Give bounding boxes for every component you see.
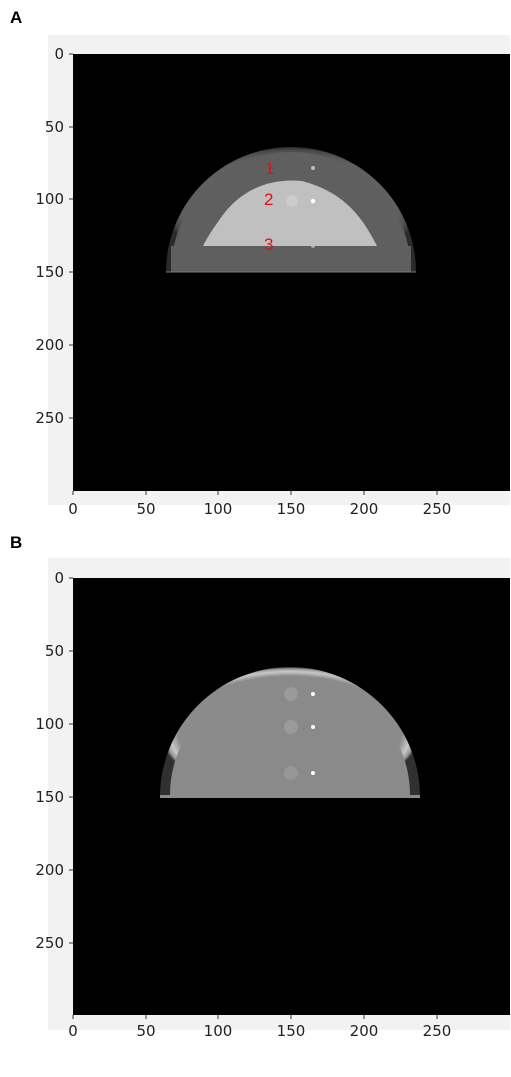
figure-panel-a: 1 2 3 0 50 100 150 200 250 0 50 100: [0, 27, 511, 552]
x-tick: 200: [350, 1022, 379, 1040]
insert-3: [284, 766, 298, 780]
x-tick: 50: [136, 500, 155, 518]
dot-2-halo: [286, 195, 298, 207]
y-tick: 150: [35, 263, 64, 281]
x-tick: 250: [423, 500, 452, 518]
panel-label-b: B: [10, 533, 23, 552]
x-tick: 250: [423, 1022, 452, 1040]
panel-label-a: A: [10, 8, 23, 27]
y-tick: 250: [35, 934, 64, 952]
x-tick: 100: [204, 500, 233, 518]
x-tick: 0: [68, 500, 78, 518]
y-tick: 250: [35, 409, 64, 427]
insert-2: [284, 720, 298, 734]
y-tick: 200: [35, 861, 64, 879]
y-axis-b: [69, 577, 73, 944]
x-tick: 0: [68, 1022, 78, 1040]
dot-2: [310, 198, 316, 204]
x-axis-b: [72, 1015, 438, 1019]
y-tick: 150: [35, 788, 64, 806]
y-tick: 100: [35, 715, 64, 733]
x-tick: 100: [204, 1022, 233, 1040]
y-tick: 50: [45, 118, 64, 136]
dot-3: [311, 244, 315, 248]
inner-insert: [203, 180, 377, 246]
y-tick: 100: [35, 190, 64, 208]
marker-2: 2: [264, 190, 273, 209]
y-tick: 0: [54, 569, 64, 587]
dot-3: [311, 771, 315, 775]
y-tick: 50: [45, 642, 64, 660]
dot-1: [311, 692, 315, 696]
insert-1: [284, 687, 298, 701]
dot-2: [311, 725, 315, 729]
x-axis-a: [72, 491, 438, 495]
y-tick: 200: [35, 336, 64, 354]
x-tick: 50: [136, 1022, 155, 1040]
x-tick: 200: [350, 500, 379, 518]
marker-1: 1: [265, 159, 274, 178]
y-tick: 0: [54, 45, 64, 63]
marker-3: 3: [264, 235, 273, 254]
figure-panel-b: 0 50 100 150 200 250 0 50 100 150 200 25…: [0, 552, 511, 1077]
dot-1: [311, 166, 315, 170]
x-tick: 150: [277, 500, 306, 518]
bottom-band: [171, 246, 411, 272]
y-axis-a: [69, 53, 73, 419]
half-disc-core: [170, 677, 410, 795]
x-tick: 150: [277, 1022, 306, 1040]
